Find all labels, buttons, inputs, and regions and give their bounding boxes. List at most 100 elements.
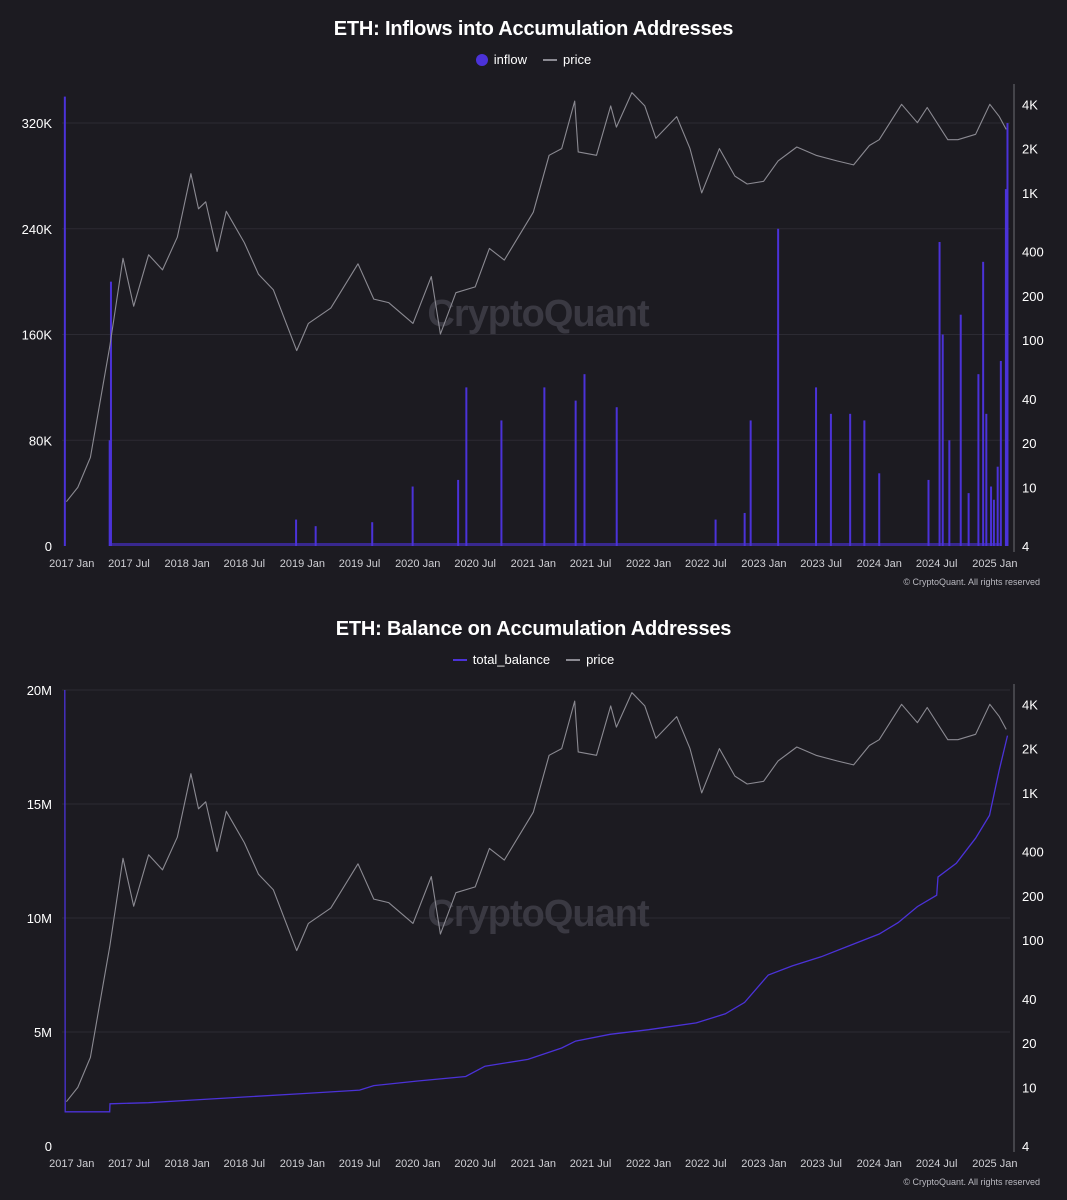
y-right-tick-label: 4K [1022, 697, 1038, 712]
x-tick-label: 2023 Jan [741, 558, 786, 570]
inflow-bar [1006, 123, 1009, 546]
price-line [65, 692, 1007, 1103]
x-tick-label: 2022 Jul [685, 1158, 727, 1170]
chart-legend: inflow price [0, 52, 1067, 67]
copyright: © CryptoQuant. All rights reserved [903, 1177, 1040, 1187]
watermark: CryptoQuant [427, 893, 650, 935]
inflow-bar [948, 440, 951, 546]
inflow-bar [371, 522, 374, 546]
price-line [65, 92, 1007, 503]
inflows-chart-svg: 0 80K 160K 240K 320K 4 10 20 40 100 200 400 1K 2K 4K 20… [22, 84, 1044, 587]
inflow-bar [985, 413, 988, 546]
legend-swatch-price [543, 58, 558, 61]
inflow-bar [967, 493, 970, 546]
y-right-tick-label: 10 [1022, 480, 1036, 495]
copyright: © CryptoQuant. All rights reserved [903, 577, 1040, 587]
y-right-tick-label: 100 [1022, 333, 1044, 348]
inflow-bar [959, 314, 962, 546]
x-tick-label: 2020 Jan [395, 558, 440, 570]
x-tick-label: 2022 Jul [685, 558, 727, 570]
inflow-bar [574, 400, 577, 546]
inflow-bar [714, 519, 717, 546]
legend-label-total-balance: total_balance [472, 652, 551, 667]
chart-title: ETH: Inflows into Accumulation Addresses [333, 18, 734, 40]
x-tick-label: 2017 Jan [49, 1158, 94, 1170]
legend-label-price: price [586, 652, 615, 667]
x-tick-label: 2019 Jan [280, 1158, 325, 1170]
inflow-bar [615, 407, 618, 546]
y-right-tick-label: 40 [1022, 392, 1036, 407]
inflow-bar [815, 387, 818, 546]
y-right-tick-label: 200 [1022, 289, 1044, 304]
chart-legend: total_balance price [0, 652, 1067, 667]
inflow-bar [990, 486, 993, 546]
x-tick-label: 2021 Jan [511, 558, 556, 570]
inflow-bar [108, 440, 111, 546]
legend-item-price[interactable]: price [566, 652, 614, 667]
inflow-bar [863, 420, 866, 546]
x-tick-label: 2022 Jan [626, 1158, 671, 1170]
x-tick-label: 2019 Jul [339, 558, 381, 570]
inflow-bar [777, 228, 780, 547]
balance-chart-svg: 0 5M 10M 15M 20M 4 10 20 40 100 200 400 1K 2K 4K 2017 J… [27, 683, 1044, 1187]
x-tick-label: 2020 Jul [454, 558, 496, 570]
y-right-tick-label: 20 [1022, 1036, 1036, 1051]
legend-item-total-balance[interactable]: total_balance [452, 652, 551, 667]
x-tick-label: 2022 Jan [626, 558, 671, 570]
y-right-tick-label: 1K [1022, 786, 1038, 801]
x-tick-label: 2024 Jan [857, 558, 902, 570]
x-tick-label: 2023 Jul [800, 558, 842, 570]
y-right-tick-label: 2K [1022, 742, 1038, 757]
inflow-bar [1004, 189, 1007, 546]
legend-swatch-total-balance [452, 658, 467, 661]
legend-label-price: price [563, 52, 592, 67]
y-right-tick-label: 4K [1022, 97, 1038, 112]
inflow-bar [743, 512, 746, 546]
x-tick-label: 2021 Jan [511, 1158, 556, 1170]
legend-item-inflow[interactable]: inflow [475, 52, 527, 67]
x-tick-label: 2024 Jul [916, 1158, 958, 1170]
inflow-bar [543, 387, 546, 546]
y-right-tick-label: 20 [1022, 436, 1036, 451]
y-right-tick-label: 400 [1022, 245, 1044, 260]
legend-item-price[interactable]: price [543, 52, 591, 67]
y-left-tick-label: 5M [34, 1025, 52, 1040]
x-tick-label: 2018 Jan [164, 1158, 209, 1170]
inflow-bar [992, 499, 995, 546]
inflow-bar [295, 519, 298, 546]
x-tick-label: 2024 Jul [916, 558, 958, 570]
y-left-tick-label: 15M [27, 797, 52, 812]
y-right-tick-label: 400 [1022, 845, 1044, 860]
inflow-bar [583, 374, 586, 546]
inflow-baseline-band [112, 543, 1000, 546]
y-right-tick-label: 4 [1022, 539, 1029, 554]
x-tick-label: 2020 Jan [395, 1158, 440, 1170]
inflow-bar [500, 420, 503, 546]
y-right-tick-label: 100 [1022, 933, 1044, 948]
inflow-bar [465, 387, 468, 546]
y-left-tick-label: 320K [22, 116, 53, 131]
y-right-tick-label: 4 [1022, 1139, 1029, 1154]
x-tick-label: 2023 Jul [800, 1158, 842, 1170]
y-left-tick-label: 240K [22, 222, 53, 237]
legend-swatch-inflow [475, 53, 488, 66]
x-tick-label: 2020 Jul [454, 1158, 496, 1170]
x-tick-label: 2024 Jan [857, 1158, 902, 1170]
x-tick-label: 2018 Jul [223, 558, 265, 570]
watermark: CryptoQuant [427, 293, 650, 335]
y-right-tick-label: 10 [1022, 1080, 1036, 1095]
y-left-tick-label: 0 [45, 539, 52, 554]
inflow-bar [999, 360, 1002, 546]
y-right-tick-label: 2K [1022, 142, 1038, 157]
inflow-bar [927, 479, 930, 546]
inflow-bar [411, 486, 414, 546]
inflow-bar [457, 479, 460, 546]
inflow-bar [849, 413, 852, 546]
inflow-bar [941, 334, 944, 546]
x-tick-label: 2017 Jul [108, 558, 150, 570]
x-tick-label: 2017 Jul [108, 1158, 150, 1170]
inflow-bar [982, 261, 985, 546]
inflows-chart-panel: ETH: Inflows into Accumulation Addresses… [0, 18, 1067, 587]
legend-swatch-price [566, 658, 581, 661]
balance-chart-panel: ETH: Balance on Accumulation Addresses t… [0, 600, 1067, 1200]
